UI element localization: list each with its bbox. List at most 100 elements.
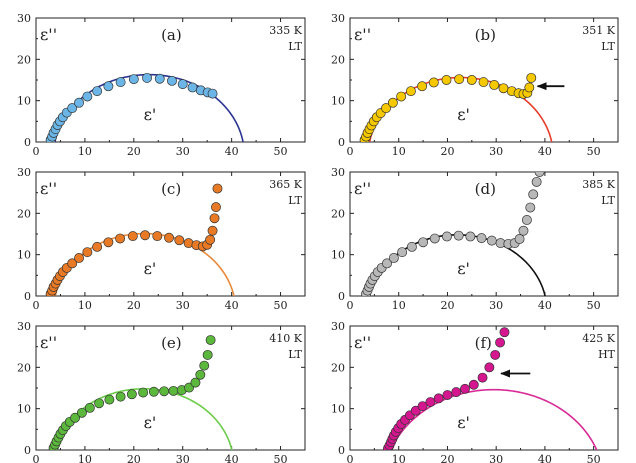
data-point: [207, 88, 218, 99]
y-tick-label: 0: [338, 290, 345, 303]
data-point: [77, 407, 87, 418]
data-point: [209, 213, 220, 224]
x-axis-label: ε': [457, 413, 470, 432]
y-tick-label: 0: [24, 136, 31, 149]
x-tick-label: 10: [392, 145, 406, 158]
y-tick-label: 10: [331, 95, 345, 108]
data-point: [442, 231, 452, 242]
temperature-label: 410 K: [269, 332, 302, 345]
panel-b: 0 10 20 30 40 50 0 10 20 30 ε'' ε' (b) 351 K LT: [331, 12, 619, 158]
data-point: [207, 225, 218, 236]
x-tick-label: 50: [274, 453, 288, 463]
x-tick-label: 30: [489, 145, 503, 158]
x-tick-label: 10: [392, 453, 406, 463]
data-point: [82, 91, 93, 102]
data-point: [453, 230, 464, 241]
data-point: [528, 189, 539, 200]
data-point: [460, 383, 470, 394]
y-tick-label: 30: [17, 12, 31, 25]
data-points: [45, 183, 223, 296]
data-point: [418, 237, 429, 248]
data-point: [152, 231, 163, 242]
data-point: [115, 391, 126, 402]
x-tick-label: 20: [440, 453, 454, 463]
panel-letter: (d): [475, 180, 496, 198]
panel-e: 0 10 20 30 40 50 0 10 20 30 ε'' ε' (e) 410 K LT: [17, 320, 306, 463]
data-point: [429, 233, 440, 244]
data-point: [195, 369, 206, 380]
temperature-label: 385 K: [582, 178, 615, 191]
data-point: [167, 75, 177, 86]
phase-label: LT: [601, 194, 615, 207]
data-point: [441, 75, 452, 85]
fit-curve: [389, 388, 598, 450]
y-tick-label: 20: [17, 207, 31, 220]
data-point: [103, 81, 114, 92]
x-tick-label: 0: [33, 299, 40, 312]
x-tick-label: 50: [587, 453, 601, 463]
x-tick-label: 10: [78, 453, 92, 463]
data-point: [490, 349, 501, 360]
x-tick-label: 0: [347, 453, 354, 463]
panel-letter: (c): [161, 180, 181, 198]
data-point: [212, 183, 223, 194]
panel-letter: (b): [475, 26, 496, 44]
y-tick-label: 0: [338, 136, 345, 149]
data-point: [451, 387, 462, 398]
data-point: [406, 241, 417, 252]
y-tick-label: 0: [24, 444, 31, 457]
x-tick-label: 10: [392, 299, 406, 312]
y-tick-label: 20: [331, 207, 345, 220]
data-point: [140, 230, 151, 241]
panel-a: 0 10 20 30 40 50 0 10 20 30 ε'' ε' (a) 335 K LT: [17, 12, 306, 158]
x-tick-label: 20: [127, 299, 141, 312]
x-tick-label: 30: [176, 145, 190, 158]
data-point: [410, 405, 421, 416]
x-tick-label: 30: [489, 299, 503, 312]
data-point: [405, 86, 416, 97]
data-point: [126, 389, 137, 400]
x-tick-label: 0: [33, 453, 40, 463]
x-tick-label: 10: [78, 299, 92, 312]
data-point: [127, 231, 138, 242]
panel-d: 0 10 20 30 40 50 0 10 20 30 ε'' ε' (d) 385 K LT: [331, 166, 619, 312]
data-point: [476, 233, 487, 244]
x-tick-label: 50: [587, 299, 601, 312]
y-tick-label: 10: [17, 403, 31, 416]
panel-letter: (f): [475, 334, 492, 352]
y-axis-label: ε'': [40, 25, 57, 44]
data-point: [159, 386, 170, 397]
data-point: [521, 214, 532, 225]
data-point: [94, 398, 105, 409]
data-point: [387, 97, 398, 108]
phase-label: LT: [288, 40, 302, 53]
data-point: [92, 241, 103, 252]
x-tick-label: 20: [440, 145, 454, 158]
y-tick-label: 30: [331, 320, 345, 333]
y-tick-label: 30: [331, 166, 345, 179]
x-tick-label: 20: [127, 145, 141, 158]
y-tick-label: 10: [17, 95, 31, 108]
data-point: [138, 387, 149, 398]
x-tick-label: 50: [274, 299, 288, 312]
x-tick-label: 10: [78, 145, 92, 158]
x-axis-label: ε': [457, 259, 470, 278]
data-point: [67, 258, 78, 269]
data-point: [454, 74, 465, 85]
y-axis-label: ε'': [40, 179, 57, 198]
y-tick-label: 10: [331, 403, 345, 416]
data-point: [499, 327, 510, 338]
data-point: [417, 81, 428, 92]
x-tick-label: 40: [538, 145, 552, 158]
temperature-label: 365 K: [269, 178, 302, 191]
data-points: [48, 335, 216, 450]
data-point: [205, 335, 216, 346]
data-point: [417, 401, 428, 412]
y-tick-label: 30: [17, 166, 31, 179]
data-point: [104, 394, 115, 405]
temperature-label: 335 K: [269, 24, 302, 37]
data-point: [202, 349, 213, 360]
phase-label: LT: [288, 194, 302, 207]
data-point: [531, 176, 542, 187]
x-tick-label: 40: [225, 299, 239, 312]
